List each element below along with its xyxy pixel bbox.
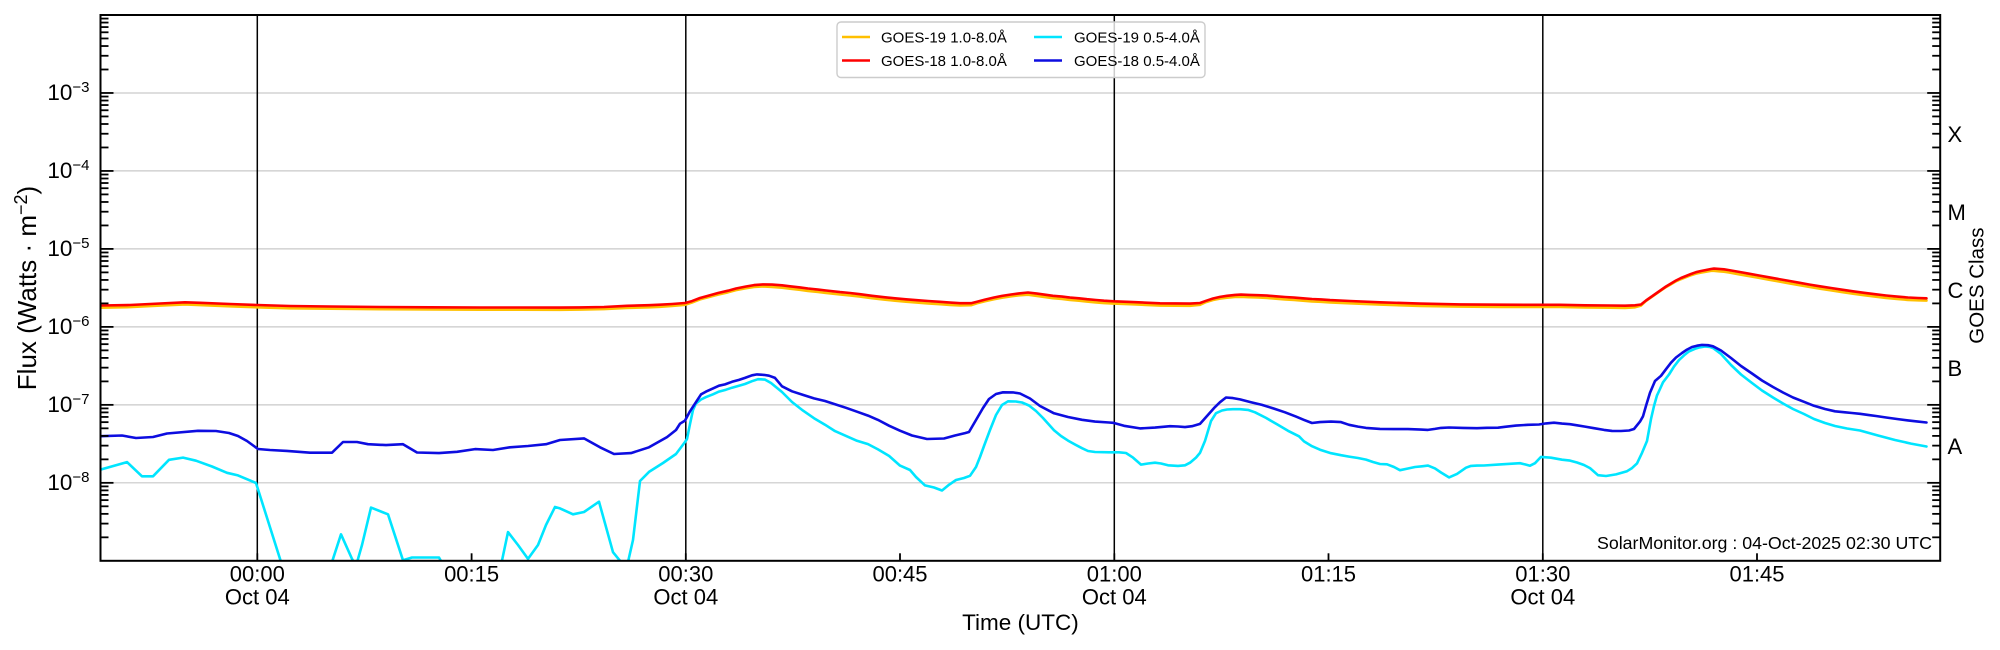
svg-text:SolarMonitor.org : 04-Oct-2025: SolarMonitor.org : 04-Oct-2025 02:30 UTC [1597,533,1932,553]
svg-text:A: A [1948,434,1963,459]
svg-text:C: C [1948,278,1964,303]
svg-text:GOES-19 0.5-4.0Å: GOES-19 0.5-4.0Å [1074,30,1200,47]
svg-text:00:00: 00:00 [230,562,285,587]
svg-text:Oct 04: Oct 04 [1510,585,1575,610]
svg-text:GOES-19 1.0-8.0Å: GOES-19 1.0-8.0Å [881,30,1007,47]
svg-text:01:45: 01:45 [1729,562,1784,587]
svg-text:M: M [1948,200,1966,225]
svg-text:01:15: 01:15 [1301,562,1356,587]
svg-text:GOES Class: GOES Class [1966,227,1989,343]
svg-text:00:45: 00:45 [872,562,927,587]
svg-text:00:30: 00:30 [658,562,713,587]
svg-text:X: X [1948,122,1963,147]
svg-text:00:15: 00:15 [444,562,499,587]
svg-text:Time (UTC): Time (UTC) [962,610,1079,635]
svg-text:Oct 04: Oct 04 [1082,585,1147,610]
svg-text:Oct 04: Oct 04 [225,585,290,610]
svg-text:Flux (Watts · m−2): Flux (Watts · m−2) [11,186,42,390]
svg-text:B: B [1948,356,1963,381]
svg-text:10−7: 10−7 [47,391,89,417]
svg-text:GOES-18 0.5-4.0Å: GOES-18 0.5-4.0Å [1074,53,1200,70]
svg-text:GOES-18 1.0-8.0Å: GOES-18 1.0-8.0Å [881,53,1007,70]
svg-text:01:00: 01:00 [1087,562,1142,587]
svg-text:Oct 04: Oct 04 [653,585,718,610]
svg-text:01:30: 01:30 [1515,562,1570,587]
